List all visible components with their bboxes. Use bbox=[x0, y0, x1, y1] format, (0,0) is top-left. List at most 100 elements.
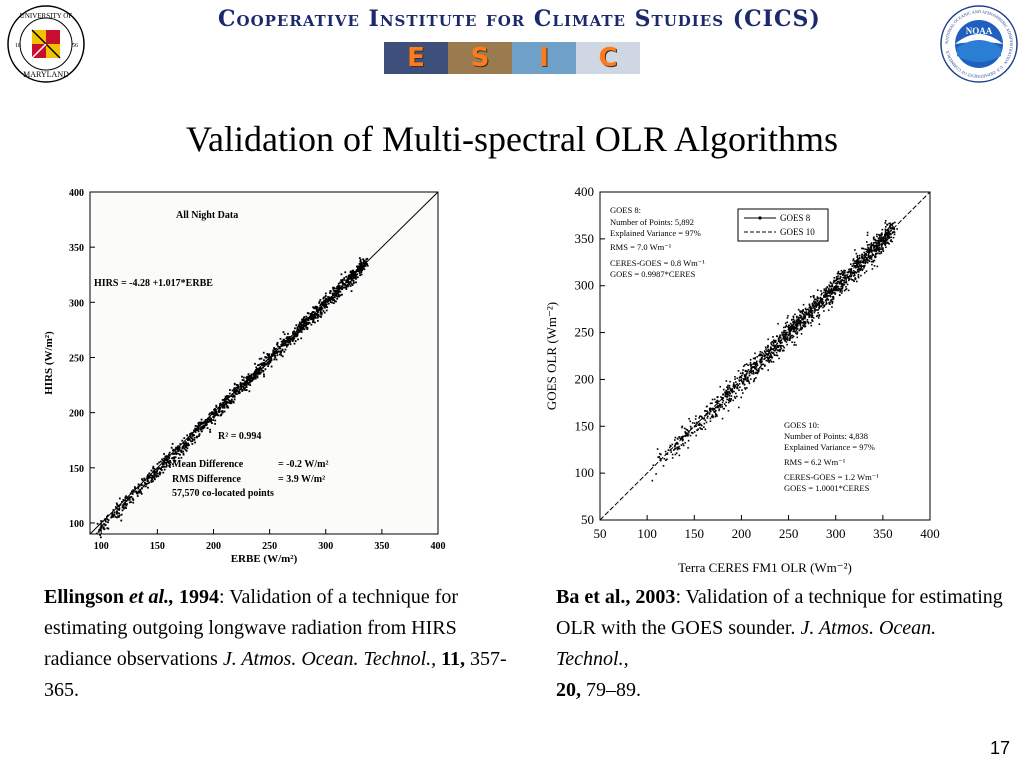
scatter-point bbox=[875, 250, 878, 253]
scatter-point bbox=[305, 326, 308, 329]
scatter-point bbox=[843, 269, 845, 272]
scatter-point bbox=[684, 441, 687, 444]
slide-title: Validation of Multi-spectral OLR Algorit… bbox=[186, 119, 838, 159]
scatter-point bbox=[761, 360, 763, 363]
scatter-point bbox=[716, 405, 719, 407]
scatter-point bbox=[314, 321, 316, 324]
scatter-point bbox=[816, 300, 819, 302]
scatter-point bbox=[122, 507, 125, 510]
scatter-point bbox=[153, 467, 156, 470]
scatter-point bbox=[113, 511, 116, 514]
scatter-point bbox=[138, 491, 140, 494]
scatter-point bbox=[868, 260, 871, 263]
scatter-point bbox=[784, 335, 787, 338]
scatter-point bbox=[210, 417, 212, 420]
scatter-point bbox=[835, 288, 837, 291]
scatter-point bbox=[842, 279, 845, 282]
page-number: 17 bbox=[989, 738, 1010, 758]
scatter-point bbox=[804, 320, 806, 323]
scatter-point bbox=[330, 296, 333, 299]
scatter-point bbox=[856, 260, 858, 263]
scatter-point bbox=[183, 443, 186, 446]
scatter-point bbox=[727, 384, 729, 387]
scatter-point bbox=[704, 428, 707, 431]
scatter-point bbox=[799, 320, 802, 322]
scatter-point bbox=[719, 404, 722, 407]
scatter-point bbox=[277, 345, 279, 348]
scatter-point bbox=[233, 391, 236, 394]
scatter-point bbox=[281, 349, 284, 352]
scatter-point bbox=[139, 488, 141, 491]
scatter-point bbox=[704, 414, 706, 417]
scatter-point bbox=[852, 275, 855, 277]
scatter-point bbox=[754, 367, 756, 370]
scatter-point bbox=[737, 406, 740, 409]
scatter-point bbox=[696, 421, 698, 424]
scatter-point bbox=[797, 321, 800, 323]
scatter-point bbox=[163, 461, 166, 464]
scatter-point bbox=[884, 235, 887, 238]
scatter-point bbox=[147, 480, 149, 482]
scatter-point bbox=[887, 233, 889, 235]
scatter-point bbox=[306, 328, 309, 331]
scatter-point bbox=[865, 241, 868, 243]
scatter-point bbox=[750, 363, 753, 366]
scatter-point bbox=[864, 259, 866, 262]
scatter-point bbox=[870, 250, 873, 253]
scatter-point bbox=[733, 390, 735, 393]
scatter-point bbox=[756, 372, 759, 375]
scatter-point bbox=[857, 257, 859, 260]
scatter-point bbox=[332, 286, 335, 289]
scatter-point bbox=[673, 445, 676, 448]
scatter-point bbox=[131, 497, 134, 500]
scatter-point bbox=[132, 490, 135, 493]
scatter-point bbox=[302, 318, 304, 321]
left-ref-etal: et al., bbox=[129, 586, 175, 608]
scatter-point bbox=[198, 427, 201, 430]
x-tick-label: 400 bbox=[431, 541, 446, 552]
scatter-point bbox=[179, 453, 181, 456]
scatter-point bbox=[882, 247, 884, 249]
scatter-point bbox=[349, 271, 352, 274]
scatter-point bbox=[798, 321, 801, 324]
scatter-point bbox=[295, 334, 298, 336]
banner-tile-s: S bbox=[448, 42, 512, 74]
scatter-point bbox=[701, 416, 703, 419]
scatter-point bbox=[861, 256, 864, 258]
scatter-point bbox=[884, 239, 886, 242]
scatter-point bbox=[346, 283, 349, 286]
scatter-point bbox=[855, 262, 857, 264]
scatter-point bbox=[795, 332, 797, 335]
scatter-point bbox=[198, 433, 201, 436]
scatter-point bbox=[262, 369, 265, 372]
scatter-point bbox=[227, 396, 229, 399]
scatter-point bbox=[107, 519, 110, 522]
scatter-point bbox=[784, 322, 787, 325]
goes10-stat-2: Explained Variance = 97% bbox=[784, 442, 875, 452]
scatter-point bbox=[866, 231, 869, 234]
scatter-point bbox=[758, 354, 760, 357]
scatter-point bbox=[260, 357, 263, 360]
scatter-point bbox=[287, 332, 289, 335]
scatter-point bbox=[209, 420, 212, 423]
x-y-ticks: 100 150 200 250 300 350 4001001502002503003504… bbox=[69, 188, 446, 552]
scatter-point bbox=[307, 312, 310, 315]
scatter-point bbox=[338, 285, 341, 288]
scatter-point bbox=[896, 228, 898, 230]
scatter-point bbox=[889, 225, 891, 228]
scatter-point bbox=[293, 337, 295, 340]
scatter-point bbox=[748, 380, 750, 383]
scatter-point bbox=[803, 314, 805, 316]
scatter-point bbox=[352, 273, 354, 275]
scatter-point bbox=[250, 375, 253, 378]
scatter-point bbox=[140, 492, 143, 495]
scatter-point bbox=[194, 429, 197, 432]
scatter-point bbox=[839, 282, 841, 284]
scatter-point bbox=[719, 406, 722, 408]
scatter-point bbox=[329, 301, 332, 304]
scatter-point bbox=[262, 366, 265, 369]
scatter-point bbox=[744, 375, 746, 378]
scatter-point bbox=[868, 251, 871, 254]
scatter-point bbox=[311, 311, 314, 314]
scatter-point bbox=[837, 275, 839, 277]
